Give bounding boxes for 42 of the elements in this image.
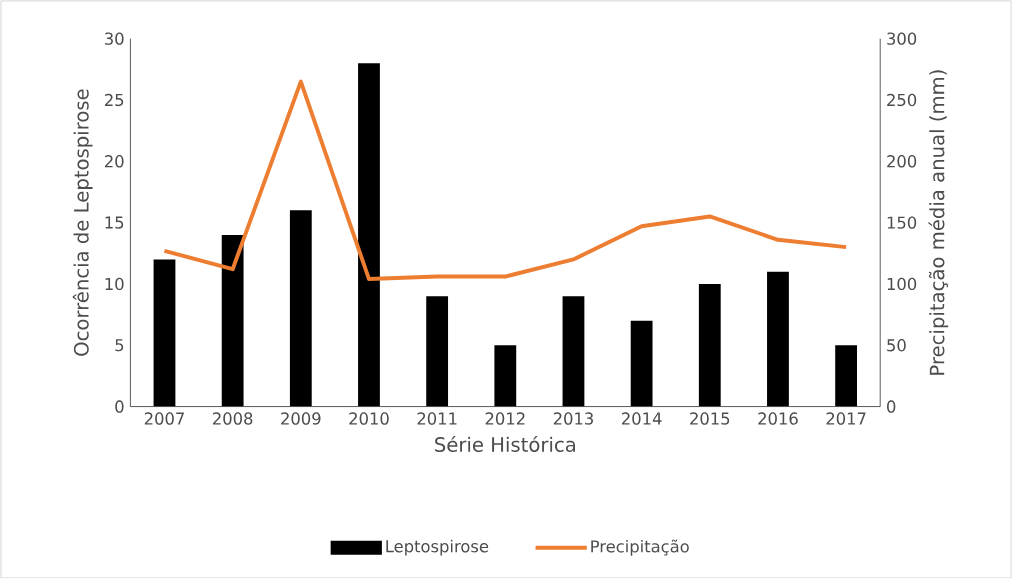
y2-tick-label: 300 bbox=[887, 32, 917, 45]
legend-label: Precipitação bbox=[591, 539, 689, 556]
y-tick-label: 20 bbox=[105, 155, 124, 168]
x-tick-label: 2011 bbox=[417, 412, 457, 425]
x-tick-label: 2013 bbox=[553, 412, 593, 425]
x-tick-label: 2010 bbox=[349, 412, 389, 425]
bar bbox=[835, 345, 858, 407]
y2-tick-label: 250 bbox=[887, 93, 917, 107]
y-tick-label: 15 bbox=[105, 216, 124, 229]
bar bbox=[358, 63, 380, 407]
bar bbox=[630, 320, 653, 407]
y-tick-label: 0 bbox=[115, 400, 124, 413]
x-tick-label: 2016 bbox=[758, 412, 798, 425]
bar bbox=[289, 210, 312, 407]
y2-axis-title: Precipitação média anual (mm) bbox=[928, 70, 949, 375]
bar bbox=[494, 345, 517, 407]
x-tick-label: 2007 bbox=[144, 412, 184, 425]
line-series bbox=[162, 79, 849, 282]
y2-tick-label: 100 bbox=[887, 277, 917, 291]
bar bbox=[426, 296, 449, 407]
bar bbox=[221, 234, 244, 407]
y2-tick-label: 200 bbox=[887, 155, 917, 168]
y2-tick-label: 50 bbox=[887, 339, 906, 352]
y2-tick-label: 0 bbox=[887, 400, 896, 413]
y2-tick-label: 150 bbox=[887, 216, 917, 229]
x-tick-label: 2014 bbox=[622, 412, 662, 425]
x-tick-label: 2012 bbox=[485, 412, 525, 425]
x-tick-label: 2008 bbox=[213, 412, 253, 425]
bar bbox=[767, 271, 789, 407]
y-tick-label: 30 bbox=[105, 32, 124, 45]
x-tick-label: 2009 bbox=[281, 412, 321, 425]
y-tick-label: 10 bbox=[105, 277, 124, 291]
y-axis-title: Ocorrência de Leptospirose bbox=[72, 89, 93, 356]
bar bbox=[153, 259, 176, 407]
x-tick-label: 2015 bbox=[690, 412, 730, 425]
bar bbox=[562, 296, 585, 407]
x-tick-label: 2017 bbox=[826, 412, 866, 425]
y-tick-label: 5 bbox=[115, 339, 124, 352]
legend-label: Leptospirose bbox=[386, 539, 489, 556]
x-axis-title: Série Histórica bbox=[435, 436, 575, 453]
bar bbox=[698, 283, 721, 407]
y-tick-label: 25 bbox=[105, 93, 124, 107]
